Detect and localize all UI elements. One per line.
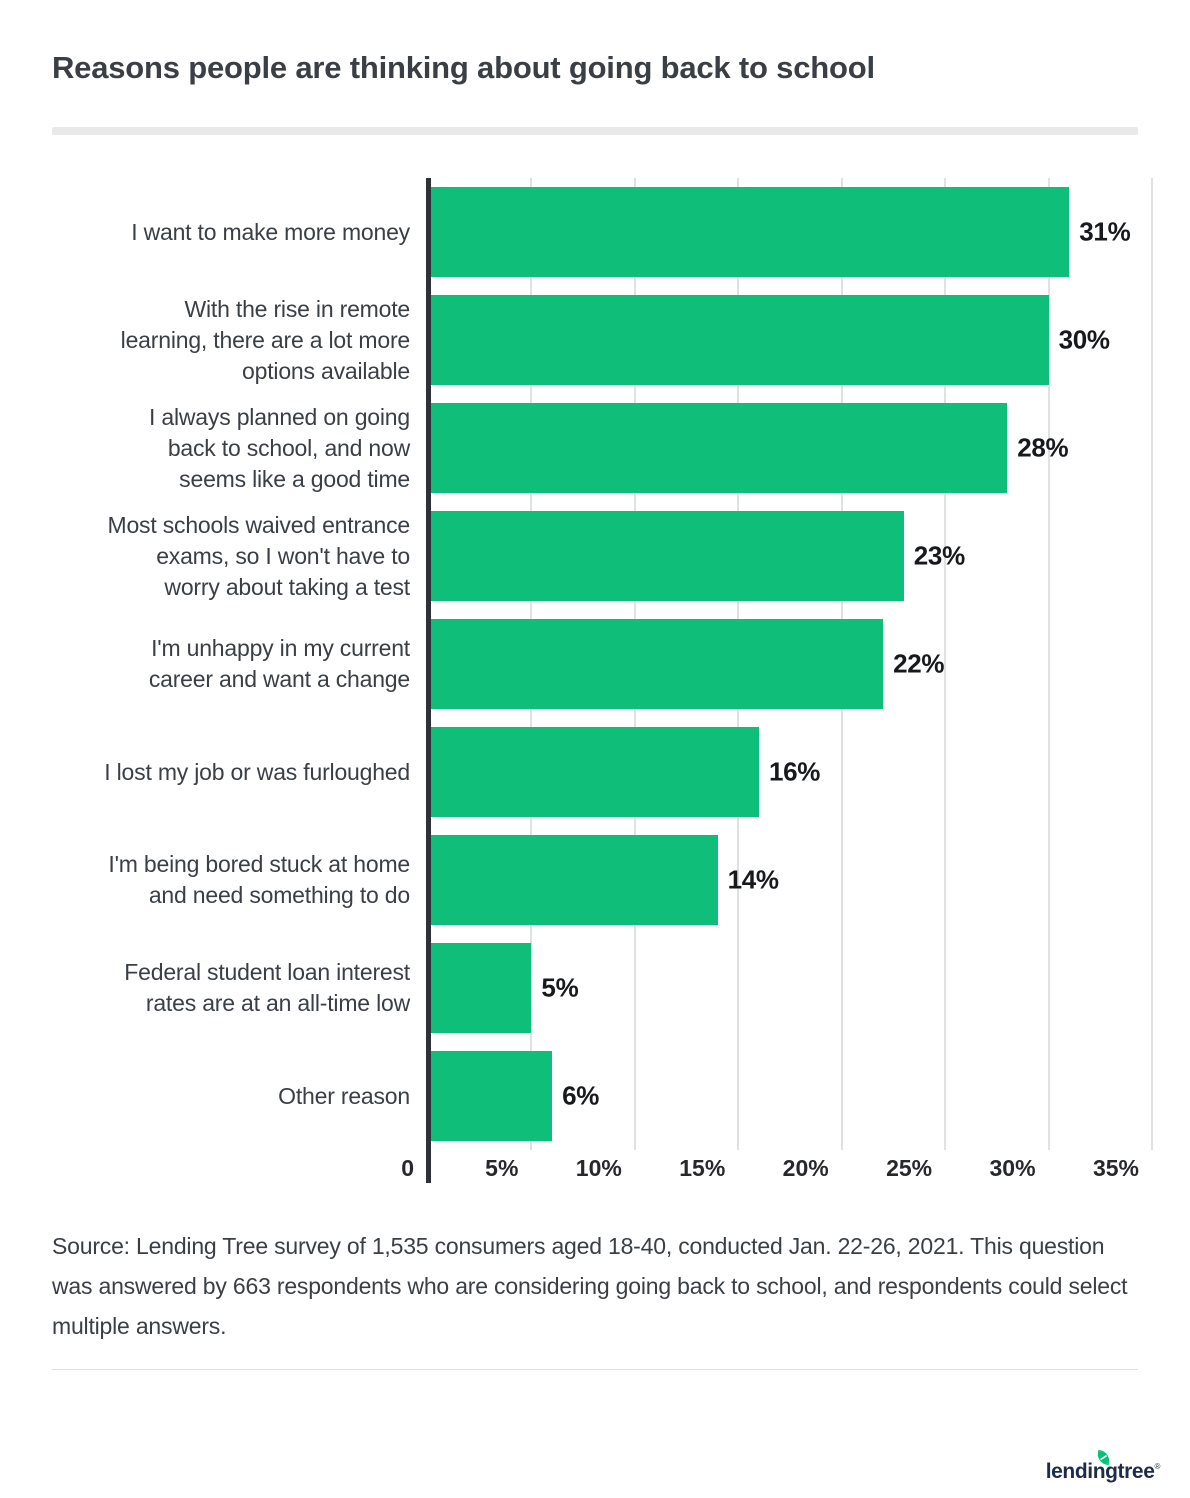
bar-value-label: 30% [1058,324,1110,355]
bar-track: 5% [428,934,1152,1042]
bar-chart: I want to make more money 31% With the r… [52,178,1153,1186]
bar-track: 16% [428,718,1152,826]
category-label: Most schools waived entrance exams, so I… [107,511,411,600]
category-label: With the rise in remote learning, there … [120,295,411,384]
bar-value-label: 28% [1017,432,1069,463]
gridline [944,178,947,1150]
bar [428,619,884,709]
x-tick-label: 10% [575,1155,622,1181]
bar [428,1051,553,1141]
bar-track: 14% [428,826,1152,934]
bar [428,511,904,601]
bar [428,835,718,925]
bar-row: Other reason 6% [52,1042,1152,1150]
bar-row: Federal student loan interest rates are … [52,934,1152,1042]
category-label: Other reason [278,1082,410,1109]
gridline [1151,178,1153,1150]
bar-track: 28% [428,394,1152,502]
bar-value-label: 5% [541,972,579,1003]
bar-track: 31% [428,178,1152,286]
registered-mark: ® [1154,1462,1161,1471]
x-tick-label: 30% [989,1155,1036,1181]
bar-value-label: 16% [768,756,821,787]
bar-rows: I want to make more money 31% With the r… [52,178,1152,1150]
bar [428,187,1070,277]
bar-row: With the rise in remote learning, there … [52,286,1152,394]
bar-row: I want to make more money 31% [52,178,1152,286]
x-tick-label: 35% [1092,1155,1139,1181]
bar-track: 30% [428,286,1152,394]
bar [428,727,759,817]
bar-value-label: 6% [562,1080,600,1111]
category-label: I want to make more money [131,218,410,245]
bar-row: I always planned on going back to school… [52,394,1152,502]
x-tick-label: 25% [886,1155,933,1181]
category-label: I'm being bored stuck at home and need s… [108,851,410,908]
bar-value-label: 22% [893,648,945,679]
x-tick-label: 0 [401,1155,414,1181]
category-label: I'm unhappy in my current career and wan… [148,635,410,692]
source-note: Source: Lending Tree survey of 1,535 con… [52,1233,1128,1339]
bar-row: I'm being bored stuck at home and need s… [52,826,1152,934]
gridline [1047,178,1050,1150]
y-axis-line [426,178,431,1183]
x-axis-ticks: 0 5% 10% 15% 20% 25% 30% 35% [401,1150,1152,1186]
lendingtree-logo-text: lendingtree® [1045,1449,1161,1484]
logo-wordmark: lendingtree [1045,1460,1155,1483]
x-tick-label: 5% [485,1155,519,1181]
footer-divider [52,1369,1138,1370]
bar-row: I lost my job or was furloughed 16% [52,718,1152,826]
bar-track: 22% [428,610,1152,718]
bar [428,295,1049,385]
bar-value-label: 14% [727,864,779,895]
category-label: Federal student loan interest rates are … [124,959,410,1016]
bar [428,403,1008,493]
lendingtree-logo: lendingtree® [1046,1444,1160,1484]
bar-row: Most schools waived entrance exams, so I… [52,502,1152,610]
category-label: I lost my job or was furloughed [104,758,410,785]
bar-track: 6% [428,1042,1152,1150]
bar-track: 23% [428,502,1152,610]
bar [428,943,532,1033]
infographic: Reasons people are thinking about going … [52,50,1153,1370]
chart-title: Reasons people are thinking about going … [52,50,875,85]
bar-value-label: 23% [913,540,965,571]
bar-row: I'm unhappy in my current career and wan… [52,610,1152,718]
category-label: I always planned on going back to school… [149,403,410,492]
title-divider [52,127,1138,135]
x-tick-label: 15% [679,1155,726,1181]
x-tick-label: 20% [782,1155,829,1181]
bar-value-label: 31% [1079,216,1131,247]
